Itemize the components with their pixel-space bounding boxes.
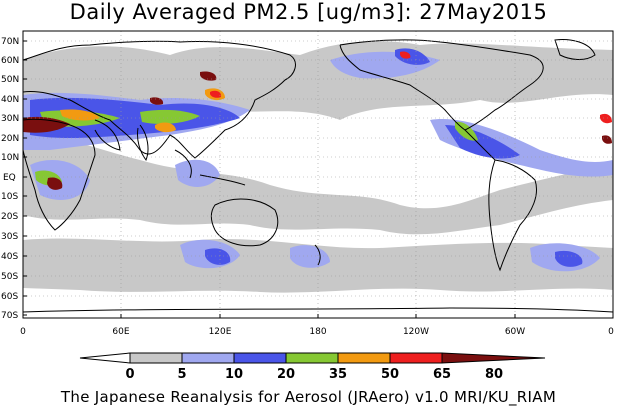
- pm25-band-blue: [205, 248, 231, 265]
- pm25-band-dark-red: [47, 177, 63, 190]
- pm25-band-red: [210, 90, 222, 98]
- colorbar-low-arrow: [79, 352, 131, 364]
- lat-label: 10N: [1, 153, 19, 163]
- pm25-band-low: [23, 130, 613, 235]
- colorbar-label: 20: [277, 367, 295, 382]
- lat-label: 50N: [1, 75, 19, 85]
- pm25-band-dark-red: [602, 135, 612, 144]
- pm25-band-blue: [555, 250, 583, 267]
- colorbar-label: 65: [433, 367, 451, 382]
- colorbar-label: 0: [125, 367, 134, 382]
- pm25-band-dark-red: [200, 71, 217, 81]
- longitude-labels: 0 60E 120E 180 120W 60W 0: [20, 327, 614, 337]
- map-title: Daily Averaged PM2.5 [ug/m3]: 27May2015: [69, 0, 548, 24]
- pm25-band-red: [600, 113, 612, 124]
- lat-label: 60S: [1, 292, 18, 302]
- pm25-field: [23, 31, 613, 318]
- lon-label: 60W: [505, 327, 525, 337]
- lat-label: 10S: [1, 192, 18, 202]
- lat-label: 70S: [1, 311, 18, 321]
- lon-label: 60E: [112, 327, 129, 337]
- colorbar: 0 5 10 20 35 50 65 80: [79, 352, 546, 382]
- lat-label: 50S: [1, 272, 18, 282]
- lat-label: 60N: [1, 56, 19, 66]
- footer-credit: The Japanese Reanalysis for Aerosol (JRA…: [60, 388, 557, 406]
- colorbar-label: 50: [381, 367, 399, 382]
- lat-label: EQ: [3, 173, 16, 183]
- colorbar-label: 5: [177, 367, 186, 382]
- coastlines: [23, 39, 613, 313]
- lat-label: 30S: [1, 232, 18, 242]
- colorbar-high-arrow: [441, 352, 546, 364]
- lon-label: 120W: [403, 327, 429, 337]
- lat-label: 20N: [1, 134, 19, 144]
- lat-label: 40S: [1, 252, 18, 262]
- axis-ticks: [22, 40, 614, 318]
- pm25-band-light-blue: [290, 245, 330, 268]
- lon-label: 0: [20, 327, 26, 337]
- lon-label: 0: [608, 327, 614, 337]
- pm25-band-dark-red: [23, 116, 70, 133]
- lat-label: 30N: [1, 114, 19, 124]
- colorbar-label: 35: [329, 367, 347, 382]
- pm25-band-red: [400, 51, 411, 59]
- lat-label: 20S: [1, 212, 18, 222]
- pm25-band-orange: [60, 109, 100, 121]
- colorbar-segment: [389, 352, 443, 364]
- lat-label: 70N: [1, 37, 19, 47]
- colorbar-label: 10: [225, 367, 243, 382]
- lat-label: 40N: [1, 95, 19, 105]
- lon-label: 120E: [209, 327, 232, 337]
- colorbar-label: 80: [485, 367, 503, 382]
- latitude-labels: 70N 60N 50N 40N 30N 20N 10N EQ 10S 20S 3…: [1, 37, 19, 321]
- colorbar-segment: [337, 352, 391, 364]
- colorbar-segment: [233, 352, 287, 364]
- pm25-band-orange: [155, 122, 176, 133]
- colorbar-segment: [181, 352, 235, 364]
- lon-label: 180: [309, 327, 326, 337]
- colorbar-segment: [129, 352, 183, 364]
- colorbar-segment: [285, 352, 339, 364]
- pm25-band-light-blue: [175, 159, 220, 187]
- pm25-band-green: [140, 109, 200, 124]
